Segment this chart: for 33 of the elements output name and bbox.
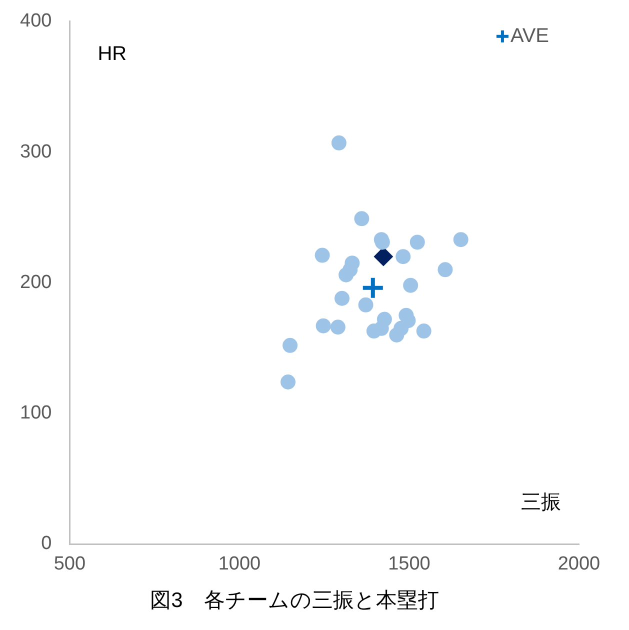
- point: [416, 324, 432, 339]
- point: [410, 234, 425, 250]
- x-tick-label: 500: [54, 554, 86, 575]
- point: [354, 211, 370, 226]
- point: [314, 248, 330, 263]
- y-tick-label: 300: [20, 141, 52, 162]
- legend-label: AVE: [510, 24, 550, 47]
- point: [282, 338, 298, 353]
- y-tick-label: 400: [20, 10, 52, 32]
- point: [334, 290, 350, 306]
- point: [316, 318, 331, 334]
- point: [453, 232, 468, 248]
- point: [374, 320, 389, 336]
- point: [330, 320, 346, 335]
- point: [438, 262, 453, 278]
- point: [396, 249, 411, 264]
- x-tick-label: 1000: [218, 554, 261, 575]
- y-tick-label: 100: [20, 402, 52, 424]
- x-tick-label: 1500: [388, 554, 430, 575]
- point: [358, 297, 374, 312]
- point: [394, 320, 409, 336]
- y-axis-title: HR: [98, 42, 127, 65]
- y-tick-label: 200: [20, 272, 52, 293]
- point: [360, 276, 385, 300]
- point: [338, 267, 354, 282]
- point: [374, 247, 393, 266]
- x-tick-label: 2000: [558, 554, 600, 575]
- text: 図3 各チームの三振と本塁打: [150, 589, 439, 612]
- point: [331, 135, 346, 150]
- x-axis-title: 三振: [521, 492, 561, 514]
- point: [403, 278, 418, 293]
- y-tick-label: 0: [41, 533, 52, 554]
- point: [280, 374, 296, 390]
